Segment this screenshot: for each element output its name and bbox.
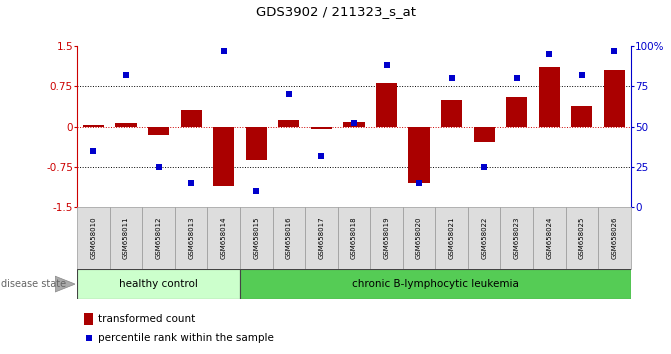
Bar	[83, 125, 104, 127]
Text: GSM658019: GSM658019	[384, 217, 390, 259]
Point	[511, 75, 522, 81]
Bar	[180, 110, 202, 127]
Text: chronic B-lymphocytic leukemia: chronic B-lymphocytic leukemia	[352, 279, 519, 289]
Bar	[84, 313, 93, 325]
Text: GSM658021: GSM658021	[449, 217, 455, 259]
Point	[88, 148, 99, 154]
Text: percentile rank within the sample: percentile rank within the sample	[97, 332, 273, 343]
Text: disease state: disease state	[1, 279, 66, 289]
Text: GSM658024: GSM658024	[546, 217, 552, 259]
FancyBboxPatch shape	[77, 207, 110, 269]
Bar	[115, 123, 137, 127]
FancyBboxPatch shape	[533, 207, 566, 269]
Point	[414, 180, 425, 186]
FancyBboxPatch shape	[77, 269, 240, 299]
Text: GSM658022: GSM658022	[481, 217, 487, 259]
Text: healthy control: healthy control	[119, 279, 198, 289]
FancyBboxPatch shape	[175, 207, 207, 269]
Text: GSM658013: GSM658013	[188, 217, 194, 259]
Bar	[278, 120, 299, 127]
Bar	[571, 106, 592, 127]
FancyBboxPatch shape	[501, 207, 533, 269]
Bar	[441, 100, 462, 127]
Bar	[506, 97, 527, 127]
Text: GSM658020: GSM658020	[416, 217, 422, 259]
Point	[446, 75, 457, 81]
Bar	[474, 127, 495, 142]
Point	[153, 164, 164, 170]
FancyBboxPatch shape	[110, 207, 142, 269]
Bar	[246, 127, 267, 160]
FancyBboxPatch shape	[207, 207, 240, 269]
FancyBboxPatch shape	[272, 207, 305, 269]
Point	[544, 51, 555, 57]
Text: GSM658018: GSM658018	[351, 217, 357, 259]
FancyBboxPatch shape	[468, 207, 501, 269]
Bar	[148, 127, 169, 135]
Bar	[311, 127, 332, 129]
Text: GSM658026: GSM658026	[611, 217, 617, 259]
FancyBboxPatch shape	[598, 207, 631, 269]
Text: GSM658016: GSM658016	[286, 217, 292, 259]
Text: GSM658010: GSM658010	[91, 217, 97, 259]
FancyBboxPatch shape	[435, 207, 468, 269]
Point	[349, 120, 360, 126]
FancyBboxPatch shape	[338, 207, 370, 269]
Point	[218, 48, 229, 54]
Point	[381, 63, 392, 68]
Text: GSM658011: GSM658011	[123, 217, 129, 259]
Text: transformed count: transformed count	[97, 314, 195, 324]
Point	[479, 164, 490, 170]
Bar	[344, 122, 364, 127]
Point	[316, 153, 327, 158]
Point	[576, 72, 587, 78]
Text: GSM658014: GSM658014	[221, 217, 227, 259]
Point	[283, 92, 294, 97]
Text: GSM658015: GSM658015	[253, 217, 259, 259]
Bar	[376, 82, 397, 127]
Point	[251, 188, 262, 194]
Text: GSM658017: GSM658017	[318, 217, 324, 259]
Point	[186, 180, 197, 186]
FancyBboxPatch shape	[240, 269, 631, 299]
Bar	[409, 127, 429, 183]
Polygon shape	[55, 276, 75, 292]
Bar	[604, 70, 625, 127]
Text: GSM658023: GSM658023	[514, 217, 520, 259]
FancyBboxPatch shape	[142, 207, 175, 269]
FancyBboxPatch shape	[305, 207, 338, 269]
FancyBboxPatch shape	[240, 207, 272, 269]
Point	[121, 72, 132, 78]
Bar	[539, 68, 560, 127]
FancyBboxPatch shape	[566, 207, 598, 269]
Point	[609, 48, 620, 54]
Bar	[213, 127, 234, 185]
FancyBboxPatch shape	[403, 207, 435, 269]
Text: GDS3902 / 211323_s_at: GDS3902 / 211323_s_at	[256, 5, 415, 18]
Text: GSM658012: GSM658012	[156, 217, 162, 259]
FancyBboxPatch shape	[370, 207, 403, 269]
Point	[83, 335, 94, 341]
Text: GSM658025: GSM658025	[579, 217, 585, 259]
